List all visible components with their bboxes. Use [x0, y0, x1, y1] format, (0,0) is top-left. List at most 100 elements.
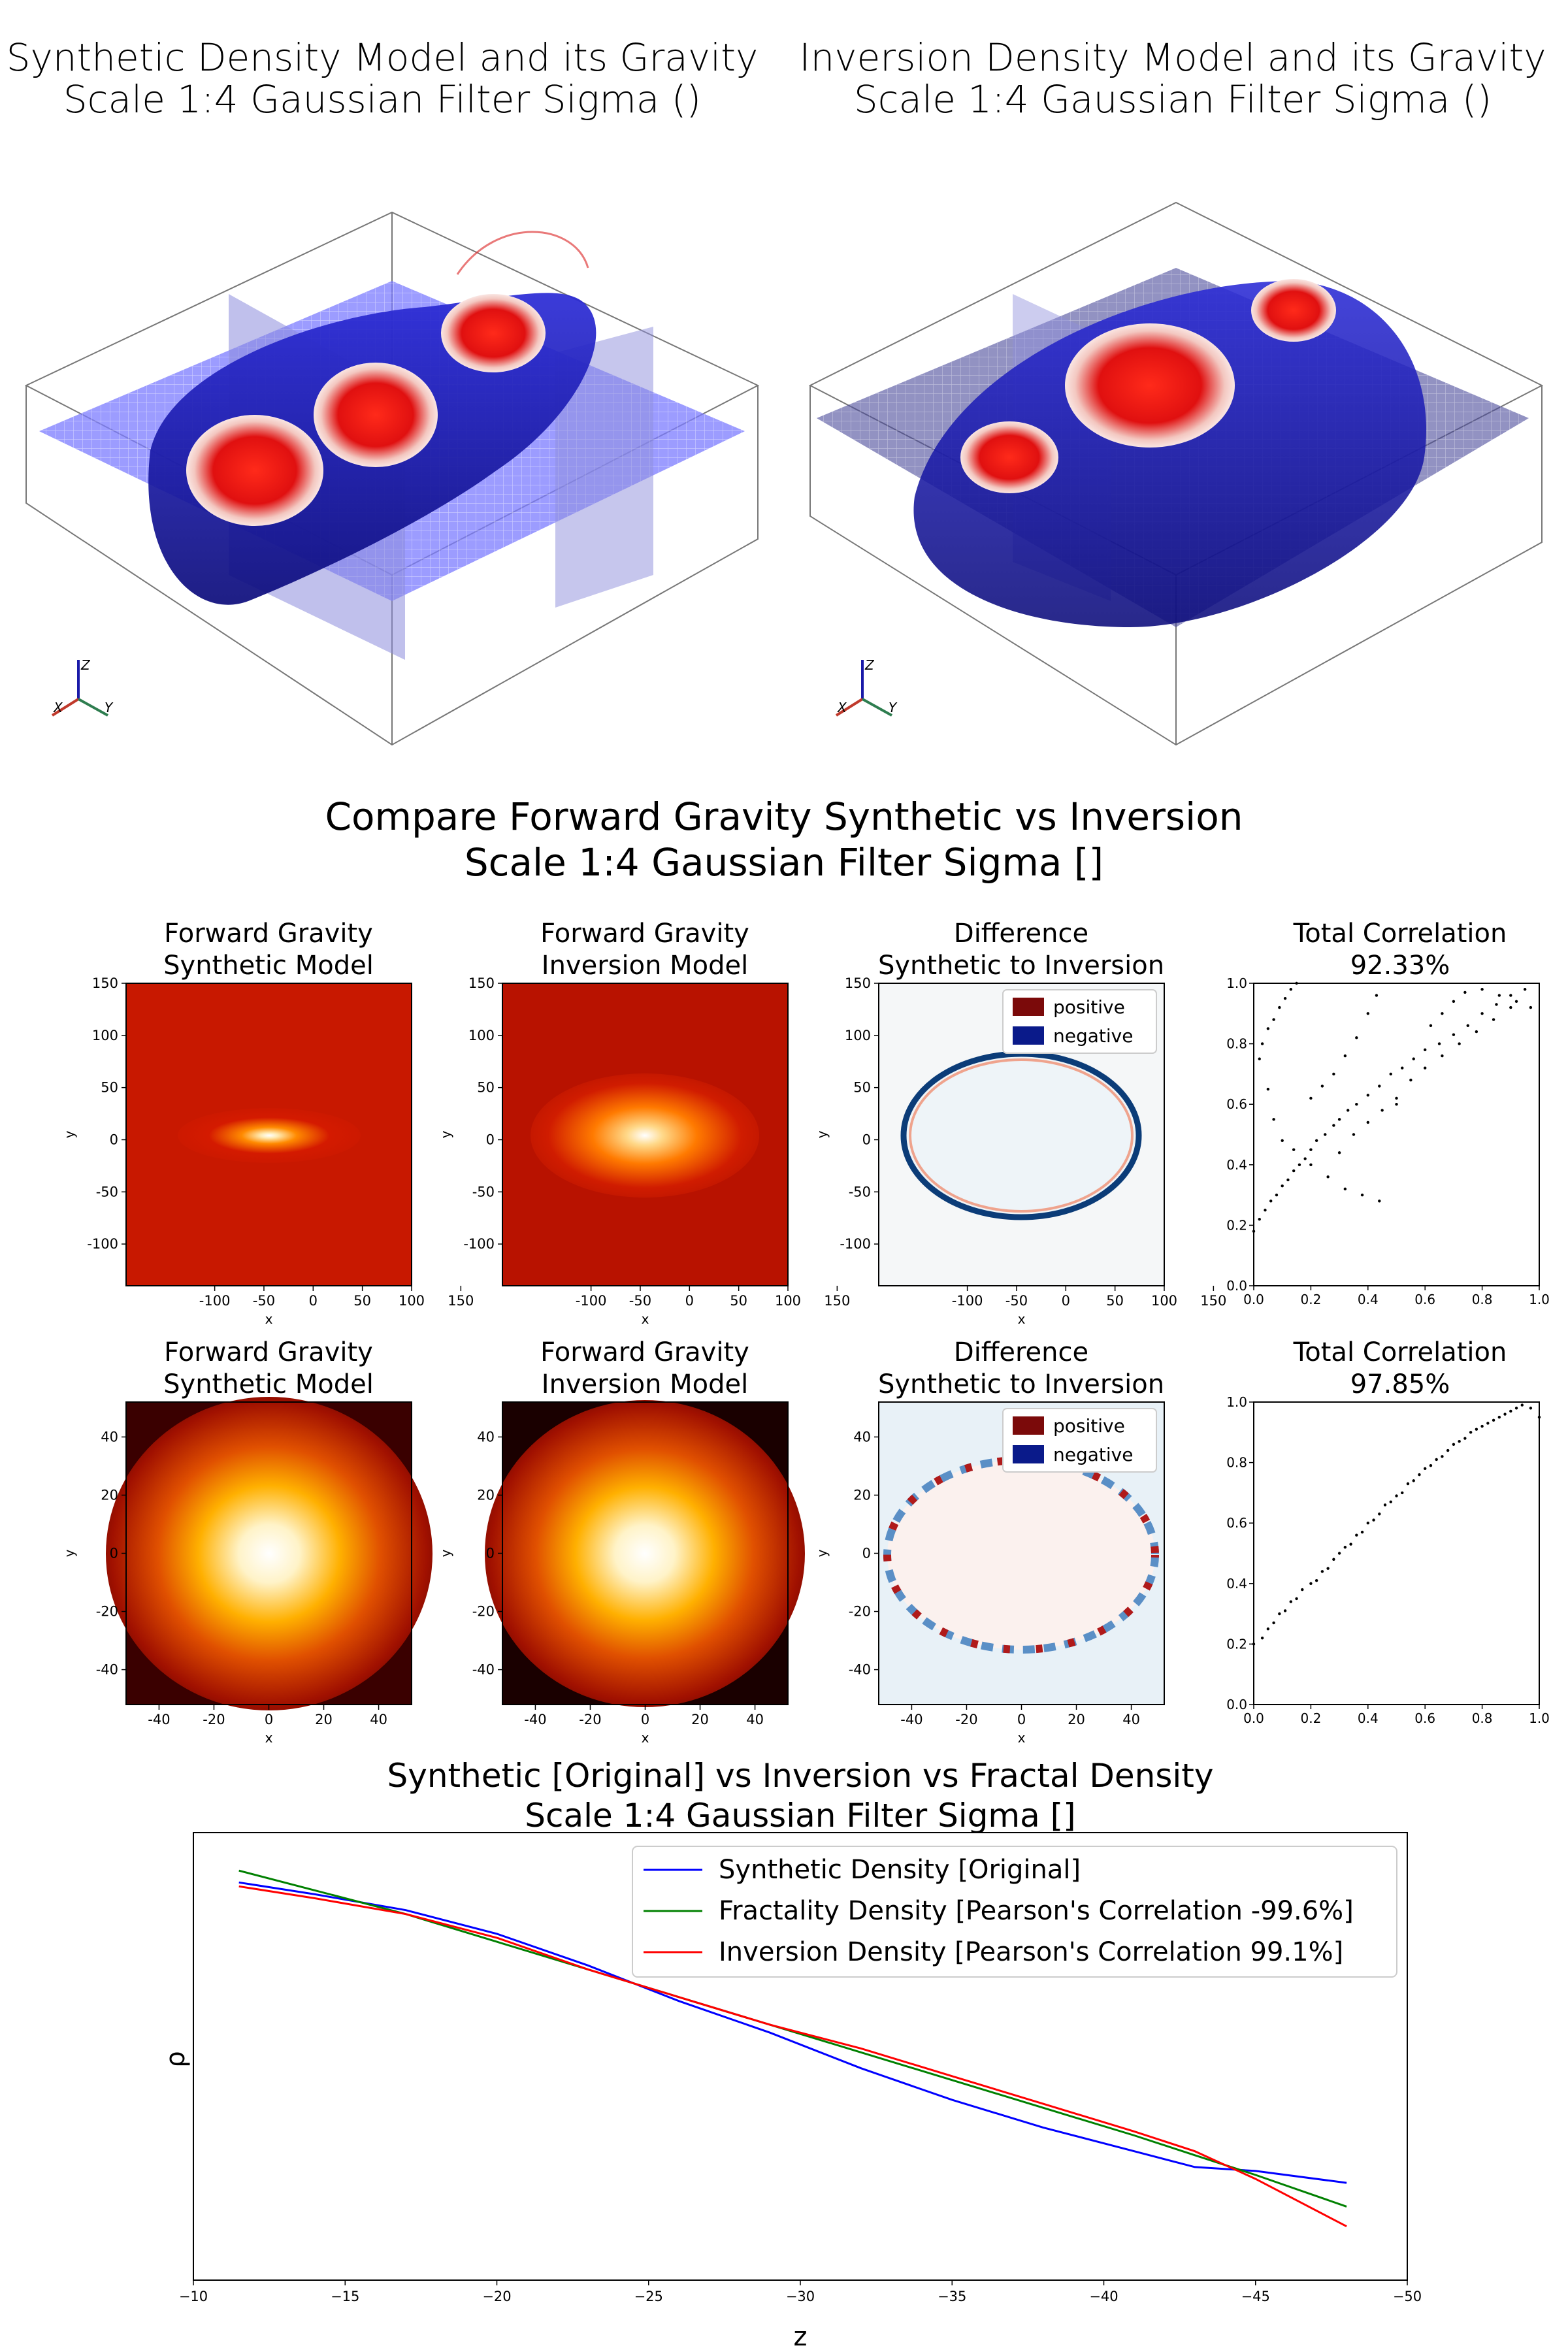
scatter-point [1315, 1578, 1318, 1582]
render-right-positive-blob [1065, 323, 1235, 448]
render-left-positive-blob [186, 415, 323, 526]
scatter-point [1360, 1530, 1364, 1534]
scatter-point [1326, 1567, 1330, 1570]
row2-panel3-title-1: Difference [954, 1337, 1088, 1367]
scatter-point [1480, 1012, 1484, 1015]
render-right-positive-blob [1251, 279, 1336, 342]
render-right-title-2: Scale 1:4 Gaussian Filter Sigma () [854, 77, 1492, 122]
render-left-positive-blob [441, 294, 546, 372]
line-x-tick-label: −15 [331, 2289, 359, 2304]
y-tick-label: 0 [110, 1546, 118, 1561]
scatter-point [1332, 1072, 1335, 1076]
legend-negative-swatch [1013, 1445, 1044, 1463]
x-axis-label: x [265, 1311, 273, 1327]
x-tick-label: -100 [576, 1293, 607, 1309]
scatter-point [1458, 1439, 1461, 1443]
x-axis-label: x [265, 1730, 273, 1746]
x-axis-label: x [1018, 1311, 1026, 1327]
scatter-point [1337, 1151, 1341, 1154]
scatter-point [1441, 1455, 1444, 1458]
scatter-point [1475, 1030, 1478, 1034]
scatter-y-tick-label: 0.0 [1226, 1697, 1247, 1712]
x-tick-label: -50 [1005, 1293, 1028, 1309]
scatter-point [1406, 1482, 1410, 1486]
scatter-point [1395, 1494, 1398, 1497]
scatter-x-tick-label: 1.0 [1529, 1292, 1550, 1307]
row2-synthetic-hotspot [106, 1397, 433, 1710]
y-tick-label: -50 [472, 1184, 495, 1200]
scatter-point [1252, 1230, 1256, 1233]
row1-panel2-title-2: Inversion Model [542, 951, 748, 981]
scatter-y-tick-label: 1.0 [1226, 975, 1247, 991]
x-tick-label: -20 [955, 1712, 977, 1727]
x-axis-label: x [1018, 1730, 1026, 1746]
scatter-x-tick-label: 0.4 [1358, 1710, 1379, 1726]
line-x-tick-label: −45 [1241, 2289, 1270, 2304]
render-left-axis-z-label: Z [80, 657, 91, 673]
y-tick-label: 150 [92, 975, 118, 991]
scatter-point [1412, 1057, 1415, 1060]
render-left-panel: Synthetic Density Model and its Gravity … [7, 35, 760, 746]
row2-scatter-points: 0.00.0 0.2 0.2 0.4 0.4 0.6 0.6 0.8 0.8 1.0 1.0 [1226, 1394, 1550, 1726]
scatter-point [1366, 1120, 1369, 1124]
scatter-point [1537, 1415, 1541, 1419]
scatter-point [1337, 1552, 1341, 1555]
legend-synthetic-label: Synthetic Density [Original] [719, 1855, 1081, 1885]
legend-fractality-label: Fractality Density [Pearson's Correlatio… [719, 1896, 1354, 1926]
render-right-axis-y-label: Y [889, 700, 898, 715]
scatter-point [1480, 1424, 1484, 1428]
scatter-y-tick-label: 0.2 [1226, 1217, 1247, 1233]
y-tick-label: 150 [845, 975, 871, 991]
scatter-point [1529, 1005, 1533, 1009]
line-series-0 [238, 1881, 1347, 2184]
scatter-point [1441, 1012, 1444, 1015]
row2-panel1-title-1: Forward Gravity [164, 1337, 373, 1367]
row1-panel3-title-1: Difference [954, 919, 1088, 949]
scatter-y-tick-label: 0.2 [1226, 1636, 1247, 1652]
line-x-tick-label: −35 [938, 2289, 966, 2304]
row2-correlation-value: 97.85% [1350, 1369, 1450, 1399]
y-tick-label: 20 [853, 1487, 871, 1503]
legend-positive-swatch [1013, 1416, 1044, 1435]
compare-title-1: Compare Forward Gravity Synthetic vs Inv… [325, 794, 1243, 839]
y-tick-label: 40 [477, 1429, 495, 1445]
y-axis-label: y [814, 1549, 830, 1557]
heatmap-axis-ticks: -100 -50 0 50 100 150 150 100 50 0 -50 -100 x y -100 -5… [61, 975, 1226, 1746]
line-series-2 [238, 1885, 1347, 2228]
scatter-point [1395, 1103, 1398, 1106]
row1-panel3-title-2: Synthetic to Inversion [878, 951, 1164, 981]
scatter-point [1272, 1621, 1275, 1625]
legend-negative-label: negative [1053, 1444, 1133, 1465]
y-tick-label: 100 [468, 1028, 495, 1043]
render-left-axis-x-label: X [53, 700, 63, 715]
scatter-point [1412, 1479, 1415, 1482]
scatter-point [1349, 1543, 1352, 1546]
x-tick-label: 150 [1200, 1293, 1226, 1309]
scatter-point [1395, 1096, 1398, 1100]
row2-panel2-title-1: Forward Gravity [540, 1337, 749, 1367]
scatter-point [1315, 1139, 1318, 1142]
y-axis-label: y [61, 1130, 77, 1138]
row2-scatter-frame [1253, 1401, 1540, 1705]
y-tick-label: 0 [862, 1132, 871, 1147]
x-tick-label: 150 [824, 1293, 850, 1309]
scatter-point [1509, 1409, 1512, 1413]
y-tick-label: 0 [486, 1546, 495, 1561]
scatter-point [1347, 1109, 1350, 1112]
scatter-point [1360, 1193, 1364, 1197]
scatter-point [1352, 1133, 1356, 1136]
scatter-y-tick-label: 0.6 [1226, 1096, 1247, 1112]
scatter-point [1320, 1085, 1324, 1088]
scatter-x-tick-label: 0.0 [1243, 1710, 1264, 1726]
scatter-point [1309, 1096, 1313, 1100]
render-right-title-1: Inversion Density Model and its Gravity [799, 35, 1546, 80]
row1-scatter-points: 0.00.0 0.2 0.2 0.4 0.4 0.6 0.6 0.8 0.8 1.0 1.0 [1226, 975, 1550, 1307]
scatter-point [1401, 1491, 1404, 1495]
scatter-point [1509, 994, 1512, 997]
scatter-point [1503, 1413, 1507, 1416]
scatter-point [1458, 1042, 1461, 1045]
x-tick-label: -40 [524, 1712, 546, 1727]
y-tick-label: 0 [486, 1132, 495, 1147]
scatter-point [1355, 1103, 1358, 1106]
scatter-point [1495, 1003, 1498, 1006]
